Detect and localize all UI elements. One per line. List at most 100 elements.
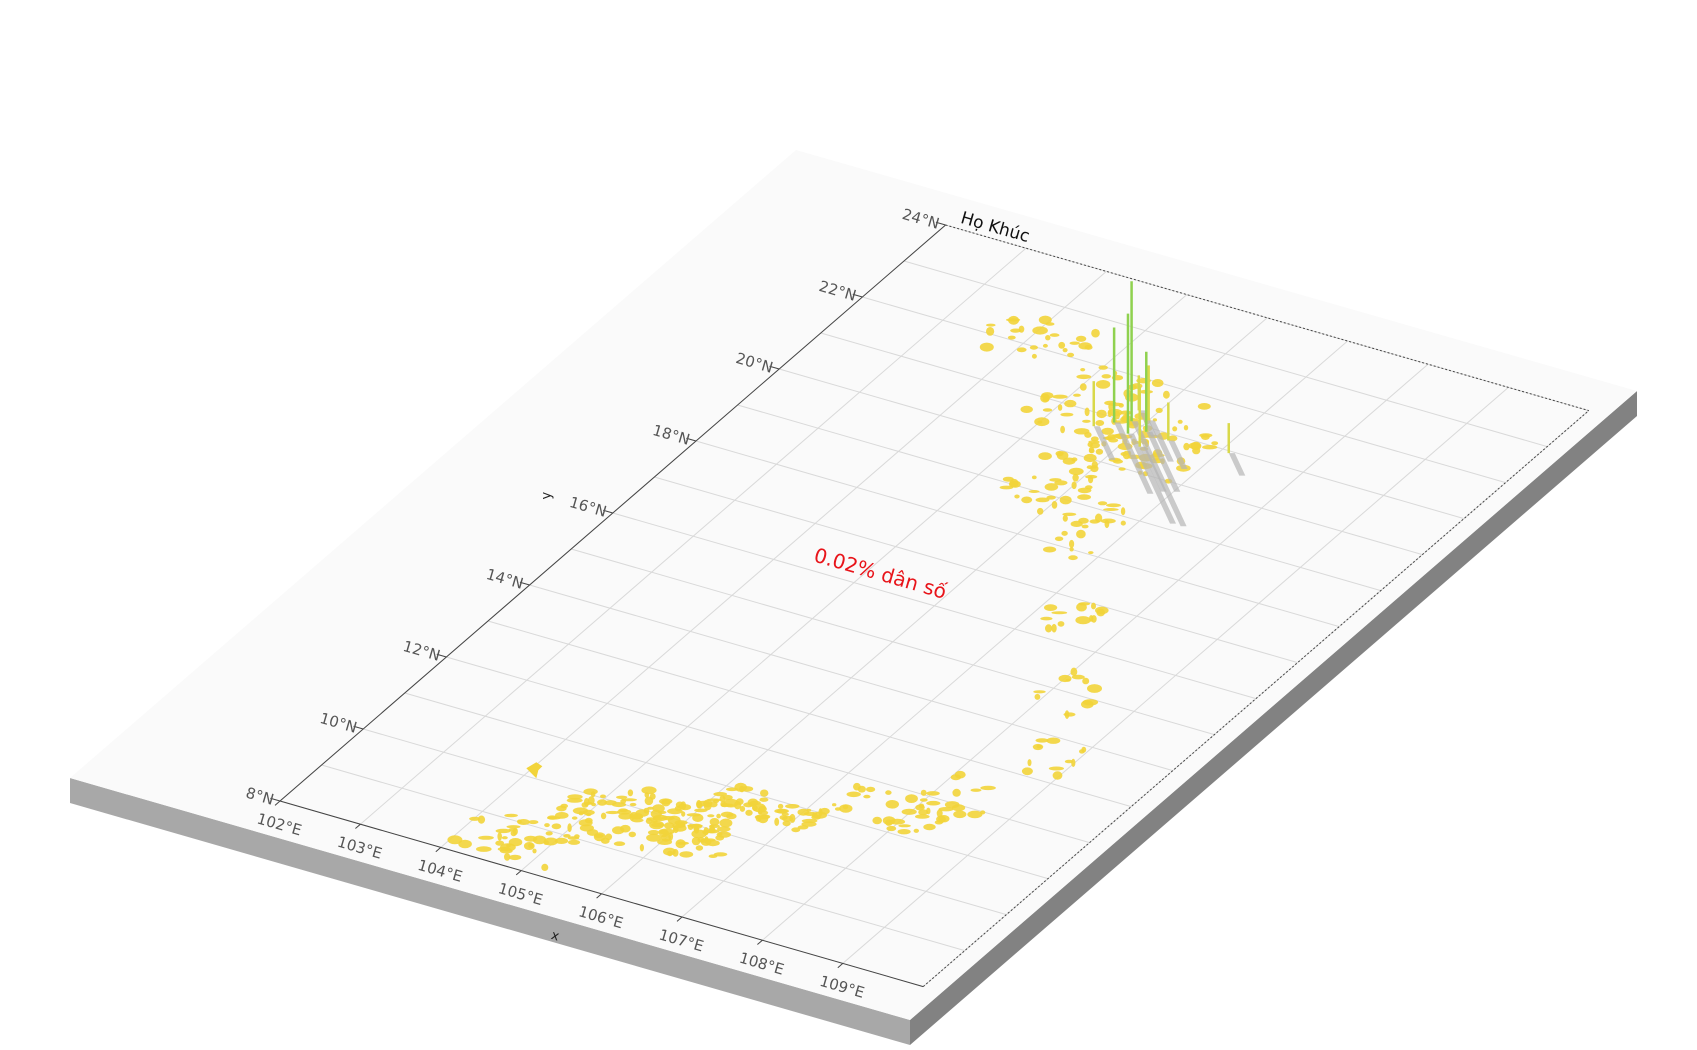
population-region [1084,407,1090,417]
population-region [477,815,486,824]
lon-tick-mark [435,847,442,853]
population-region [506,843,511,848]
population-region [1056,451,1069,460]
lat-tick-mark [603,509,613,514]
lat-tick-mark [769,365,780,370]
population-region [776,809,788,814]
lat-tick-mark [436,653,447,658]
plate-side-face [910,391,1637,1045]
base-plate [70,150,1637,1045]
population-region [600,794,606,799]
population-region [687,824,694,830]
population-bars [1092,281,1231,454]
population-region [1071,481,1077,490]
population-region [567,839,581,845]
population-region [1183,442,1190,451]
population-region [1051,623,1057,633]
population-region [970,788,982,792]
bar-shadow [1128,433,1176,524]
population-region [633,813,643,819]
population-region [717,826,731,832]
population-region [620,798,627,804]
population-region [1038,452,1052,460]
population-region [591,802,596,807]
population-region [551,823,562,830]
population-region [541,863,549,872]
population-region [1046,495,1056,500]
population-region [627,789,634,797]
population-region [647,830,660,835]
population-region [1021,496,1033,504]
population-region [1064,399,1077,408]
population-region [1014,494,1020,499]
population-region [1096,409,1107,419]
population-region [1082,677,1090,685]
population-region [979,342,994,352]
population-region [905,794,918,803]
population-region [1062,348,1068,353]
population-region [1120,410,1132,415]
population-region [629,802,637,807]
population-region [579,824,595,832]
population-region [980,810,986,815]
population-region [1002,476,1014,482]
population-region [1095,606,1109,615]
population-region [866,786,876,793]
population-region [497,832,503,841]
population-region [678,803,687,809]
population-region [1042,408,1053,412]
right-frame-line [922,410,1590,987]
population-region [1120,520,1126,526]
bar-shadow [1228,453,1246,476]
population-region [1091,602,1096,610]
population-region [646,833,662,842]
population-region [528,820,539,825]
population-region [1071,758,1076,768]
population-region [886,825,897,832]
lon-tick-mark [515,870,522,876]
population-region [819,807,830,815]
population-region [774,817,780,827]
population-region [1077,494,1091,500]
population-region [1033,690,1046,694]
bar-shadow [1168,440,1188,469]
population-region [1029,345,1038,350]
population-region [628,831,636,838]
top-frame-line [945,224,1589,412]
population-region [1080,368,1086,372]
population-region [517,819,522,824]
population-region [759,797,769,802]
population-region [544,823,550,828]
population-region [1069,341,1080,345]
population-region [716,813,721,819]
population-region [661,798,671,807]
parallel-line [529,584,1173,772]
population-region [693,826,699,833]
population-region [1045,624,1053,633]
population-region [1040,616,1053,621]
lon-tick-mark [837,963,844,969]
population-region [1070,520,1083,528]
population-region [999,485,1014,490]
population-region [846,791,861,798]
population-region [1068,555,1078,561]
population-region [1038,315,1052,325]
population-region [677,841,689,845]
population-region [713,792,728,797]
population-region [476,846,492,852]
lat-tick-mark [270,797,281,802]
population-region [1071,457,1078,462]
population-region [1034,693,1041,700]
population-region [1101,427,1114,435]
population-region [1078,602,1091,606]
population-region [897,829,911,835]
population-region [1211,441,1219,446]
population-region [872,816,882,825]
population-region [639,844,645,852]
bar-shadow [1139,446,1167,492]
population-region [1058,341,1066,349]
population-regions [447,315,1219,872]
population-region [1052,394,1068,399]
population-region [1044,604,1058,611]
population-region [1118,467,1126,471]
